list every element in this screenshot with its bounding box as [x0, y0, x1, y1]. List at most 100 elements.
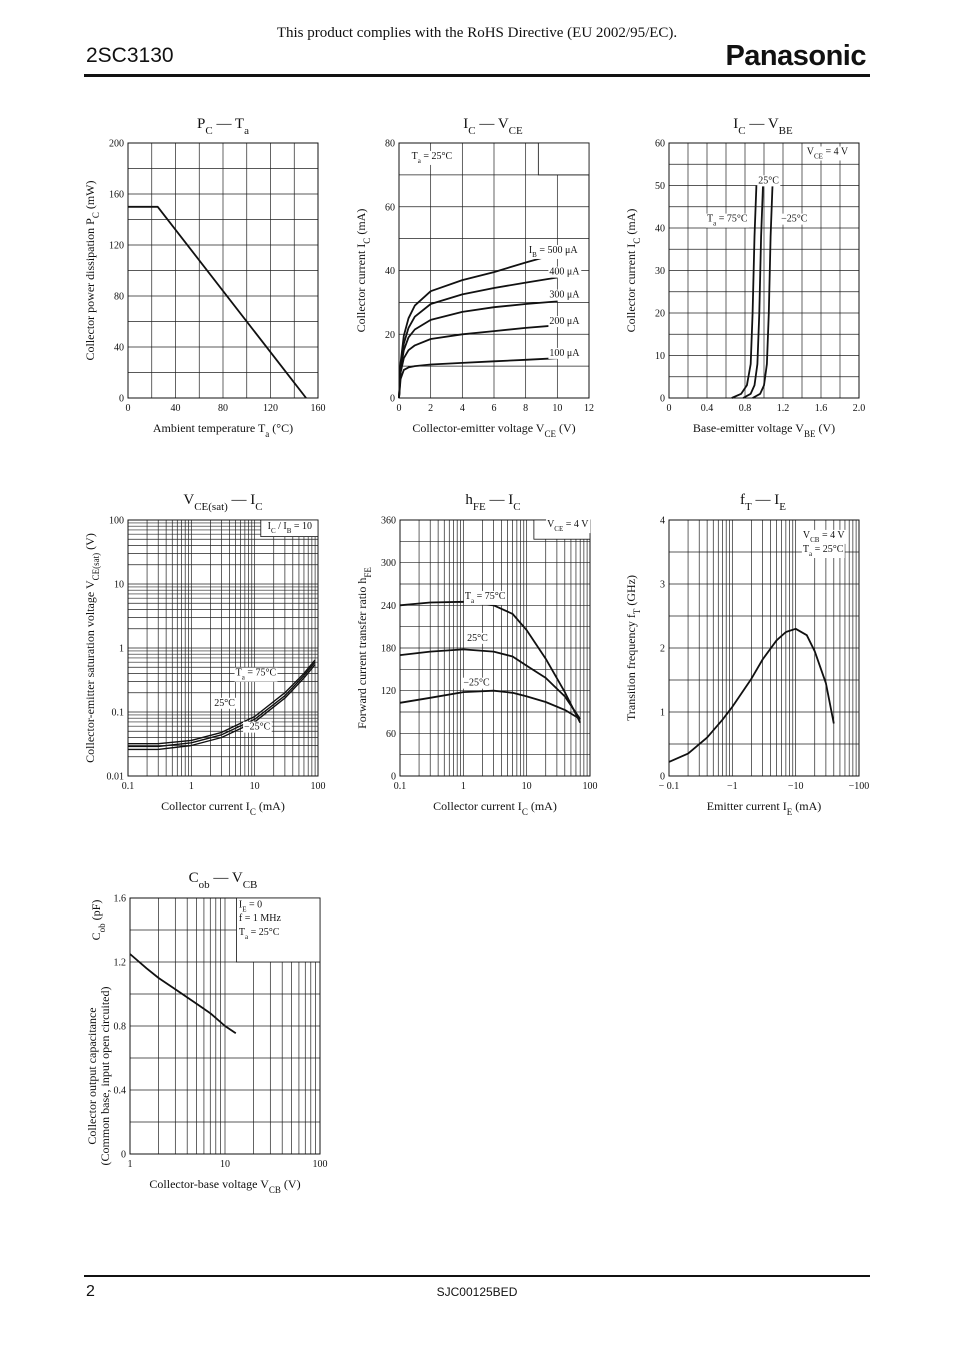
y-tick-label: 30: [655, 266, 665, 277]
x-tick-label: 8: [523, 403, 528, 414]
x-axis-label: Emitter current IE (mA): [707, 799, 821, 817]
annotation-bg: [548, 347, 582, 359]
x-tick-label: 40: [171, 403, 181, 414]
annotation-bg: [548, 289, 582, 301]
series-line-1: [128, 205, 307, 399]
plot-frame: [127, 519, 319, 777]
y-tick-label: 1: [119, 644, 124, 655]
series-line-4: [398, 276, 558, 399]
x-tick-label: 10: [250, 781, 260, 792]
y-tick-label: 10: [655, 351, 665, 362]
x-tick-label: 120: [263, 403, 278, 414]
y-tick-label: 80: [385, 139, 395, 150]
annotation-bg: [266, 521, 314, 536]
y-tick-label: 1.2: [114, 958, 127, 969]
page-number: 2: [86, 1283, 95, 1300]
x-tick-label: 6: [492, 403, 497, 414]
x-tick-label: 0: [667, 403, 672, 414]
chart-hfe-ic: 0.1 1 10 100 0 60 120 180 240 300 360 VCE = 4 V Ta =…: [355, 492, 598, 817]
x-tick-label: 2: [428, 403, 433, 414]
x-tick-label: 100: [311, 781, 326, 792]
y-tick-label: 2: [660, 644, 665, 655]
annotation: Ta = 25°C: [239, 927, 280, 941]
series-line-2: [742, 185, 764, 399]
document-code: SJC00125BED: [436, 1285, 518, 1299]
y-tick-label: 0.8: [114, 1022, 127, 1033]
x-axis-label: Collector-base voltage VCB (V): [149, 1177, 300, 1195]
series-line-1: [398, 357, 558, 399]
annotation: Ta = 75°C: [465, 591, 506, 605]
annotation: 200 μA: [549, 316, 580, 327]
x-tick-label: 0.1: [122, 781, 135, 792]
series-line-1: [128, 659, 316, 745]
x-tick-label: 1: [461, 781, 466, 792]
annotation: 25°C: [467, 633, 488, 644]
x-tick-label: 160: [311, 403, 326, 414]
y-tick-label: 100: [109, 516, 124, 527]
y-tick-label: 360: [381, 516, 396, 527]
x-tick-label: − 0.1: [659, 781, 680, 792]
x-tick-label: 0: [126, 403, 131, 414]
y-axis-label: Collector current IC (mA): [624, 209, 642, 333]
x-tick-label: 12: [584, 403, 594, 414]
annotation: Ta = 75°C: [707, 214, 748, 228]
y-axis-label: Collector power dissipation PC (mW): [83, 181, 101, 361]
plot-frame: [398, 142, 590, 399]
y-tick-label: 120: [109, 241, 124, 252]
x-tick-label: 1: [189, 781, 194, 792]
x-tick-label: 4: [460, 403, 465, 414]
y-axis-label: Forward current transfer ratio hFE: [355, 567, 373, 729]
chart-title: fT — IE: [740, 492, 786, 513]
y-axis-label: Collector current IC (mA): [354, 209, 372, 333]
x-tick-label: 80: [218, 403, 228, 414]
series-line-1: [731, 185, 758, 399]
y-tick-label: 0: [119, 394, 124, 405]
x-tick-label: 1.2: [777, 403, 790, 414]
y-axis-label: Transition frequency fT (GHz): [624, 575, 642, 721]
y-tick-label: 0.4: [114, 1086, 127, 1097]
y-tick-label: 60: [655, 139, 665, 150]
series-line-2: [399, 648, 581, 720]
annotation-bg: [237, 926, 281, 941]
y-tick-label: 40: [655, 224, 665, 235]
annotation-bg: [801, 544, 845, 558]
y-tick-label: 0.01: [107, 772, 125, 783]
x-tick-label: −10: [788, 781, 804, 792]
y-tick-label: 4: [660, 516, 665, 527]
y-tick-label: 80: [114, 292, 124, 303]
y-tick-label: 0: [660, 772, 665, 783]
y-tick-label: 50: [655, 181, 665, 192]
part-number: 2SC3130: [86, 44, 174, 67]
chart-title: PC — Ta: [197, 116, 249, 137]
chart-title: IC — VBE: [733, 116, 793, 137]
series-line-3: [752, 185, 774, 399]
annotation-bg: [243, 721, 272, 733]
x-tick-label: 10: [552, 403, 562, 414]
chart-ic-vbe: 0 0.4 0.8 1.2 1.6 2.0 0 10 20 30 40 50 60 VCE = 4 V 25…: [624, 116, 865, 439]
annotation: 25°C: [214, 698, 235, 709]
annotation: IE = 0: [239, 900, 262, 914]
annotation-bg: [546, 519, 591, 534]
x-axis-label: Ambient temperature Ta (°C): [153, 421, 293, 439]
annotation-bg: [548, 316, 582, 328]
y-tick-label: 0: [660, 394, 665, 405]
y-axis-label: Collector-emitter saturation voltage VCE…: [83, 533, 101, 763]
y-tick-label: 1.6: [114, 894, 127, 905]
annotation-bg: [527, 244, 580, 259]
annotation: 100 μA: [549, 348, 580, 359]
annotation: −25°C: [463, 678, 490, 689]
y-tick-label: 0: [121, 1150, 126, 1161]
annotation: Ta = 25°C: [412, 151, 453, 165]
annotation: VCE = 4 V: [547, 519, 589, 533]
annotation-bg: [801, 529, 847, 544]
plot-frame: [668, 142, 860, 399]
chart-title: hFE — IC: [465, 492, 520, 513]
series-line-5: [398, 252, 558, 399]
annotation-bg: [805, 146, 850, 161]
annotation: −25°C: [244, 722, 271, 733]
chart-title: IC — VCE: [463, 116, 523, 137]
y-tick-label: 20: [655, 309, 665, 320]
grid: [399, 519, 591, 777]
x-tick-label: 100: [583, 781, 598, 792]
